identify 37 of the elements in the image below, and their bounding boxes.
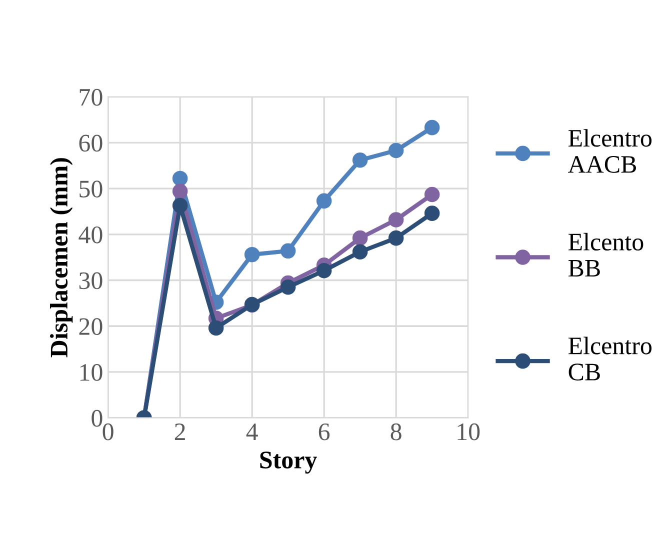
x-tick-label: 2 <box>174 423 185 440</box>
point <box>352 244 368 260</box>
y-tick-label: 20 <box>79 318 102 336</box>
y-axis-title: Displacemen (mm) <box>50 158 73 358</box>
x-tick-label: 6 <box>318 423 330 440</box>
y-tick-label: 0 <box>92 410 102 427</box>
legend-label: Elcento BB <box>568 232 644 276</box>
x-tick-label: 4 <box>246 424 258 440</box>
point <box>424 186 440 202</box>
y-tick-label: 10 <box>80 364 102 381</box>
point <box>172 170 188 186</box>
y-tick-label: 30 <box>79 272 102 290</box>
point <box>316 262 332 278</box>
point <box>280 243 296 259</box>
x-tick-label: 0 <box>102 423 114 440</box>
legend-label: Elcentro CB <box>568 336 652 380</box>
point <box>388 142 404 158</box>
y-tick-label: 40 <box>78 226 102 244</box>
point <box>172 198 188 214</box>
point <box>352 152 368 168</box>
legend-label: Elcentro AACB <box>568 129 652 173</box>
point <box>424 206 440 221</box>
point <box>316 193 332 209</box>
point <box>388 212 404 228</box>
y-tick-label: 70 <box>80 88 102 106</box>
point <box>424 120 440 136</box>
point <box>280 280 296 295</box>
y-tick-label: 60 <box>79 134 102 152</box>
x-tick-label: 8 <box>390 423 402 440</box>
y-tick-label: 50 <box>80 180 102 198</box>
x-tick-label: 10 <box>458 423 480 440</box>
point <box>244 246 260 262</box>
point <box>388 230 404 246</box>
point <box>172 184 188 199</box>
point <box>208 320 224 336</box>
x-axis-title: Story <box>260 452 317 474</box>
point <box>352 230 368 246</box>
